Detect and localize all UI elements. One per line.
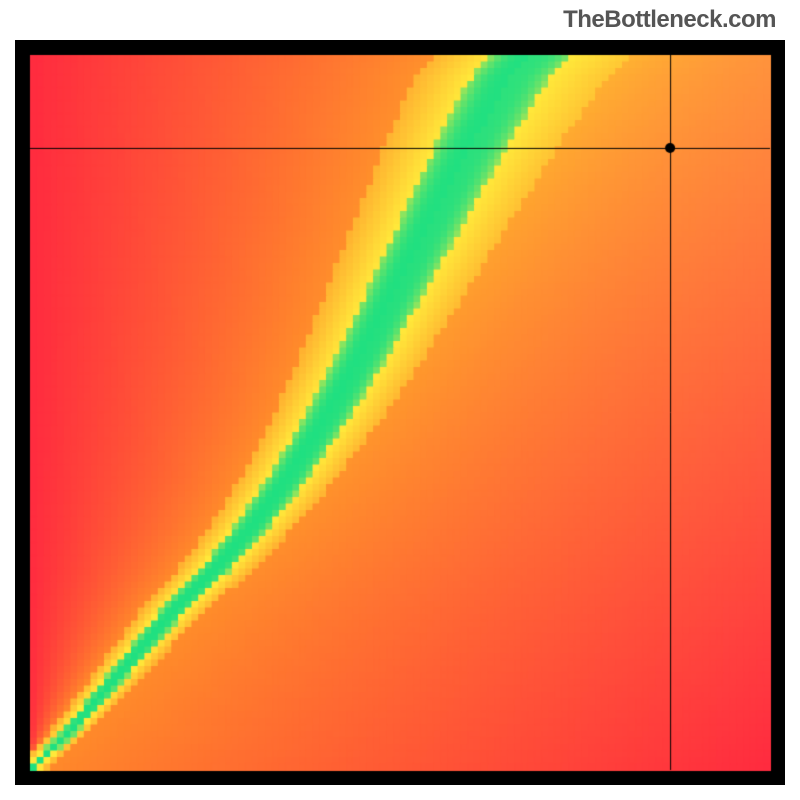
chart-container: TheBottleneck.com (0, 0, 800, 800)
plot-frame (15, 40, 785, 785)
heatmap-canvas (15, 40, 785, 785)
watermark-text: TheBottleneck.com (563, 6, 776, 34)
